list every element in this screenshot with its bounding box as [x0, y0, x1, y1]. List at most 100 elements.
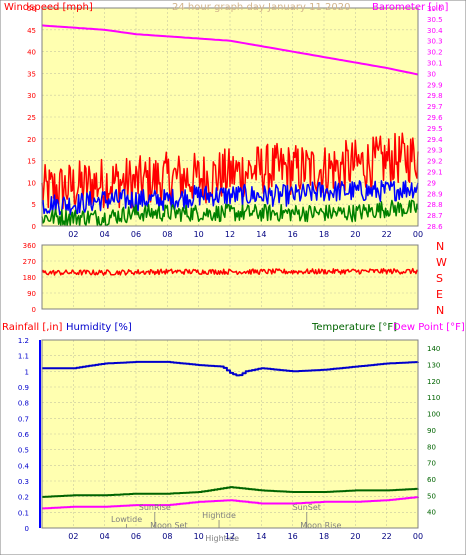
barometer-tick-label: 29.4	[427, 136, 443, 144]
temp-x-tick-label: 18	[319, 532, 329, 541]
direction-series-direction	[41, 267, 419, 276]
temp-x-ticks: 02 04 06 08 10 12 14 16 18 20 22 00	[68, 532, 423, 541]
temp-series-dewpoint	[42, 496, 419, 510]
windspeed-tick-label: 30	[27, 92, 36, 100]
temp-series-temperature	[42, 486, 419, 498]
temperature-tick-label: 120	[427, 378, 440, 386]
temp-x-tick-label: 00	[413, 532, 423, 541]
compass-label: N	[436, 304, 444, 317]
barometer-tick-label: 29.2	[427, 158, 443, 166]
temperature-tick-label: 100	[427, 411, 440, 419]
barometer-tick-label: 29.7	[427, 103, 443, 111]
dewpoint-label: Dew Point [°F]	[393, 322, 465, 333]
wind-x-tick-label: 04	[100, 230, 110, 239]
wind-plot-border	[41, 7, 419, 227]
windspeed-tick-label: 25	[27, 114, 36, 122]
compass-label: W	[436, 256, 447, 269]
event-label: SunRise	[139, 503, 171, 512]
rainfall-label: Rainfall [,in]	[2, 322, 63, 333]
barometer-tick-label: 30.1	[427, 60, 443, 68]
rain-humidity-tick-label: 1	[25, 368, 29, 376]
barometer-ticks: 28.6 28.7 28.8 28.9 29 29.1 29.2 29.3 29.4 29.5 29…	[427, 5, 443, 231]
rain-hum-temp-panel: SunRise Lowtide Moon Set Hightide SunSet Moon…	[2, 322, 465, 543]
barometer-tick-label: 29.9	[427, 81, 443, 89]
temperature-tick-label: 60	[427, 476, 436, 484]
compass-label: N	[436, 240, 444, 253]
windspeed-tick-label: 5	[32, 201, 36, 209]
barometer-tick-label: 30.4	[427, 27, 443, 35]
windspeed-tick-label: 40	[27, 49, 36, 57]
rain-humidity-tick-label: 0.5	[18, 447, 29, 455]
barometer-tick-label: 29.1	[427, 169, 443, 177]
temperature-tick-label: 80	[427, 443, 436, 451]
barometer-tick-label: 29.5	[427, 125, 443, 133]
temp-x-tick-label: 06	[131, 532, 141, 541]
rain-humidity-tick-label: 0.4	[18, 462, 30, 470]
compass-label: E	[436, 288, 443, 301]
rain-humidity-tick-label: 1.1	[18, 353, 29, 361]
direction-tick-label: 270	[23, 258, 36, 266]
windspeed-label: Windspeed [mph]	[4, 2, 93, 13]
wind-x-tick-label: 20	[350, 230, 360, 239]
barometer-tick-label: 29.3	[427, 147, 443, 155]
barometer-tick-label: 30.3	[427, 38, 443, 46]
temperature-tick-label: 110	[427, 394, 440, 402]
barometer-tick-label: 30.5	[427, 16, 443, 24]
temperature-ticks: 40 50 60 70 80 90 100 110 120 130 140	[427, 345, 440, 516]
wind-x-tick-label: 10	[194, 230, 204, 239]
temp-x-tick-label: 14	[256, 532, 266, 541]
barometer-tick-label: 28.7	[427, 212, 443, 220]
barometer-tick-label: 28.9	[427, 190, 443, 198]
wind-x-tick-label: 18	[319, 230, 329, 239]
temp-series	[42, 360, 419, 510]
temp-x-tick-label: 22	[382, 532, 392, 541]
temp-series-humidity	[42, 360, 419, 377]
event-label: SunSet	[293, 503, 321, 512]
windspeed-ticks: 0 5 10 15 20 25 30 35 40 45 50	[27, 5, 36, 231]
barometer-tick-label: 29.8	[427, 92, 443, 100]
temperature-label: Temperature [°F]	[311, 322, 397, 333]
temp-x-tick-label: 02	[68, 532, 78, 541]
wind-x-tick-label: 08	[162, 230, 172, 239]
direction-tick-label: 180	[23, 274, 36, 282]
temperature-tick-label: 140	[427, 345, 440, 353]
direction-tick-label: 90	[27, 290, 36, 298]
barometer-tick-label: 28.8	[427, 201, 443, 209]
rain-humidity-tick-label: 0.8	[18, 400, 29, 408]
windspeed-tick-label: 20	[27, 136, 36, 144]
wind-series-avgwind	[41, 180, 419, 216]
direction-plot-border	[41, 244, 419, 310]
rain-humidity-tick-label: 0.7	[18, 415, 29, 423]
direction-tick-label: 360	[23, 242, 36, 250]
barometer-label: Barometer [,in]	[372, 2, 448, 13]
rain-humidity-tick-label: 0.1	[18, 509, 29, 517]
windspeed-tick-label: 0	[32, 223, 36, 231]
barometer-tick-label: 30.6	[427, 5, 443, 13]
event-label: Hightide	[202, 511, 236, 520]
temp-x-tick-label: 12	[225, 532, 235, 541]
event-label: Moon Rise	[300, 521, 341, 530]
direction-ticks: 0 90 180 270 360	[23, 242, 36, 314]
rain-humidity-tick-label: 0.2	[18, 494, 29, 502]
barometer-tick-label: 29.6	[427, 114, 443, 122]
wind-x-tick-label: 02	[68, 230, 78, 239]
rain-humidity-ticks: 0 0.1 0.2 0.3 0.4 0.5 0.6 0.7 0.8 0.9 1 1.1 1.2	[18, 337, 30, 533]
wind-x-tick-label: 06	[131, 230, 141, 239]
wind-x-tick-label: 12	[225, 230, 235, 239]
temp-x-tick-label: 16	[288, 532, 298, 541]
barometer-tick-label: 30.2	[427, 49, 443, 57]
rain-humidity-tick-label: 0	[25, 525, 29, 533]
direction-tick-label: 0	[32, 306, 36, 314]
event-label: Lowtide	[111, 515, 142, 524]
wind-series-lowwind	[41, 199, 419, 227]
wind-x-tick-label: 00	[413, 230, 423, 239]
barometer-tick-label: 28.6	[427, 223, 443, 231]
temperature-tick-label: 90	[427, 427, 436, 435]
wind-x-tick-label: 22	[382, 230, 392, 239]
event-label: Moon Set	[150, 521, 187, 530]
temperature-tick-label: 70	[427, 460, 436, 468]
